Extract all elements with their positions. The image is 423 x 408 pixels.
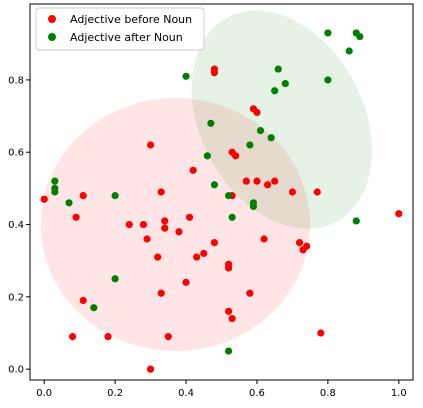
confidence-ellipses <box>40 10 372 352</box>
x-tick-label: 0.4 <box>178 388 194 399</box>
point-after-noun-23 <box>324 29 332 37</box>
legend-marker-after <box>48 33 56 41</box>
point-before-noun-45 <box>313 188 321 196</box>
point-before-noun-46 <box>317 329 325 337</box>
point-before-noun-33 <box>242 177 250 185</box>
point-before-noun-16 <box>164 333 172 341</box>
point-before-noun-15 <box>161 224 169 232</box>
y-tick-label: 0.2 <box>8 292 24 303</box>
y-tick-label: 0.8 <box>8 75 24 86</box>
point-before-noun-5 <box>104 333 112 341</box>
point-before-noun-9 <box>146 365 155 373</box>
point-before-noun-44 <box>303 242 311 250</box>
point-before-noun-22 <box>200 249 208 258</box>
point-after-noun-13 <box>228 213 236 221</box>
point-after-noun-4 <box>90 304 98 312</box>
y-axis-ticks: 0.0 0.2 0.4 0.6 0.8 <box>8 75 30 376</box>
point-before-noun-2 <box>68 333 77 341</box>
legend: Adjective before Noun Adjective after No… <box>35 7 205 51</box>
point-after-noun-16 <box>249 199 258 207</box>
point-after-noun-7 <box>182 72 190 80</box>
point-after-noun-21 <box>281 79 289 88</box>
x-tick-label: 1.0 <box>391 388 407 399</box>
point-after-noun-5 <box>111 192 119 200</box>
point-before-noun-37 <box>253 108 261 117</box>
point-after-noun-17 <box>256 126 265 135</box>
ellipse-before-noun <box>40 98 311 352</box>
y-tick-label: 0.6 <box>8 148 24 159</box>
point-before-noun-17 <box>175 228 183 236</box>
point-after-noun-22 <box>324 76 332 84</box>
point-before-noun-1 <box>72 213 80 221</box>
legend-box <box>35 7 205 51</box>
point-before-noun-18 <box>182 278 190 286</box>
y-tick-label: 0.0 <box>8 365 24 376</box>
plot-frame <box>29 3 414 381</box>
point-after-noun-18 <box>267 134 275 142</box>
x-tick-label: 0.6 <box>249 388 265 399</box>
point-before-noun-38 <box>260 235 268 243</box>
point-after-noun-9 <box>207 119 215 127</box>
point-after-noun-27 <box>356 32 364 41</box>
point-before-noun-39 <box>264 181 272 189</box>
point-after-noun-19 <box>271 87 279 95</box>
point-after-noun-14 <box>246 141 254 149</box>
point-before-noun-7 <box>139 220 148 229</box>
x-tick-label: 0.2 <box>107 388 123 399</box>
point-after-noun-8 <box>203 152 211 160</box>
point-before-noun-47 <box>395 210 403 218</box>
point-before-noun-25 <box>210 69 219 77</box>
point-before-noun-19 <box>185 213 194 221</box>
point-before-noun-6 <box>125 220 133 229</box>
point-before-noun-13 <box>157 188 165 196</box>
x-tick-label: 0.0 <box>36 388 52 399</box>
point-after-noun-24 <box>345 47 353 55</box>
point-before-noun-40 <box>271 177 279 185</box>
legend-marker-before <box>48 15 56 23</box>
point-after-noun-12 <box>224 347 233 355</box>
point-before-noun-4 <box>79 192 87 200</box>
point-before-noun-42 <box>295 239 304 247</box>
legend-label-after: Adjective after Noun <box>70 31 183 44</box>
point-before-noun-0 <box>40 195 48 203</box>
point-after-noun-2 <box>51 177 59 185</box>
legend-label-before: Adjective before Noun <box>70 13 192 26</box>
point-before-noun-32 <box>232 152 240 160</box>
point-before-noun-27 <box>224 260 233 268</box>
point-before-noun-21 <box>193 253 201 261</box>
point-before-noun-12 <box>157 289 165 297</box>
point-before-noun-29 <box>228 314 236 323</box>
point-before-noun-28 <box>224 307 233 315</box>
point-before-noun-20 <box>189 166 197 174</box>
point-before-noun-11 <box>154 253 162 261</box>
point-before-noun-10 <box>146 141 155 149</box>
point-before-noun-8 <box>143 235 151 243</box>
point-after-noun-6 <box>111 275 119 283</box>
x-axis-ticks: 0.0 0.2 0.4 0.6 0.8 1.0 <box>36 380 407 399</box>
ellipse-after-noun <box>191 10 372 229</box>
point-before-noun-14 <box>161 217 169 225</box>
y-tick-label: 0.4 <box>8 220 24 231</box>
point-before-noun-36 <box>253 177 261 185</box>
point-before-noun-3 <box>79 296 87 305</box>
point-before-noun-23 <box>210 239 219 247</box>
point-after-noun-3 <box>65 199 73 207</box>
point-after-noun-10 <box>210 181 219 189</box>
point-after-noun-20 <box>274 65 282 73</box>
scatter-points <box>40 29 403 373</box>
point-before-noun-34 <box>246 289 254 297</box>
point-after-noun-11 <box>224 192 233 200</box>
point-after-noun-1 <box>51 184 59 192</box>
x-tick-label: 0.8 <box>320 388 336 399</box>
point-before-noun-41 <box>288 188 297 196</box>
point-after-noun-25 <box>352 217 360 225</box>
